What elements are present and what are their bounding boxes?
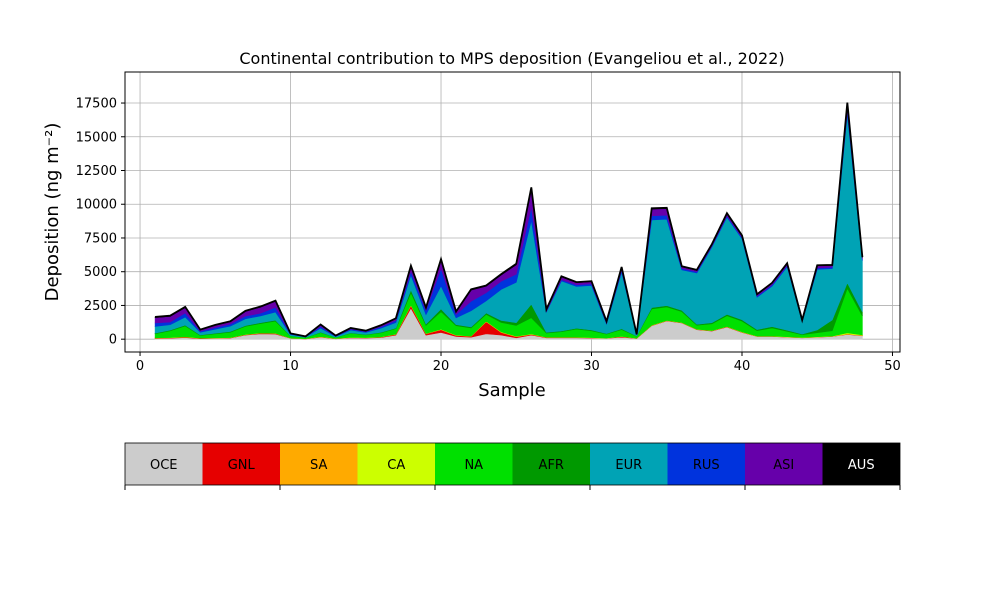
legend-label-rus: RUS (693, 458, 720, 473)
x-tick-label-0: 0 (136, 359, 144, 374)
y-tick-label-7: 17500 (76, 97, 117, 112)
legend-swatch-rus (667, 443, 745, 485)
y-tick-label-2: 5000 (84, 265, 117, 280)
x-tick-label-1: 10 (282, 359, 299, 374)
legend-swatch-asi (745, 443, 823, 485)
x-axis-title: Sample (478, 380, 546, 401)
legend-swatch-eur (590, 443, 668, 485)
y-tick-label-1: 2500 (84, 299, 117, 314)
y-axis-title: Deposition (ng m⁻²) (42, 123, 63, 302)
colorbar-legend: OCE GNL SA CA NA AFR EUR RUS ASI AUS (124, 442, 901, 490)
legend-swatch-na (435, 443, 513, 485)
legend-label-oce: OCE (150, 458, 178, 473)
legend-label-eur: EUR (615, 458, 642, 473)
y-tick-label-4: 10000 (76, 198, 117, 213)
legend-swatch-gnl (202, 443, 280, 485)
chart-title: Continental contribution to MPS depositi… (239, 49, 784, 68)
y-tick-label-3: 7500 (84, 231, 117, 246)
x-tick-label-4: 40 (734, 359, 751, 374)
legend-label-aus: AUS (848, 458, 875, 473)
legend-label-ca: CA (387, 458, 405, 473)
legend-label-sa: SA (310, 458, 327, 473)
plot-area: 0 10 20 30 40 50 0 2500 5000 7500 10000 12500 15000 1… (76, 71, 901, 374)
legend-label-afr: AFR (539, 458, 564, 473)
y-tick-label-0: 0 (109, 333, 117, 348)
stacked-areas (154, 102, 864, 340)
legend-label-na: NA (464, 458, 483, 473)
colorbar-frame (124, 442, 901, 486)
legend-swatch-sa (280, 443, 358, 485)
legend-label-asi: ASI (773, 458, 794, 473)
x-tick-label-2: 20 (433, 359, 450, 374)
legend-swatch-ca (357, 443, 435, 485)
y-tick-label-5: 12500 (76, 164, 117, 179)
x-tick-label-5: 50 (884, 359, 901, 374)
axes: 0 10 20 30 40 50 0 2500 5000 7500 10000 12500 15000 1… (76, 71, 901, 374)
legend-swatch-oce (125, 443, 203, 485)
total-outline (155, 102, 864, 338)
y-tick-label-6: 15000 (76, 130, 117, 145)
x-tick-label-3: 30 (583, 359, 600, 374)
legend-label-gnl: GNL (228, 458, 256, 473)
legend-swatch-aus (822, 443, 900, 485)
legend-swatch-afr (512, 443, 590, 485)
axes-frame (124, 71, 901, 353)
